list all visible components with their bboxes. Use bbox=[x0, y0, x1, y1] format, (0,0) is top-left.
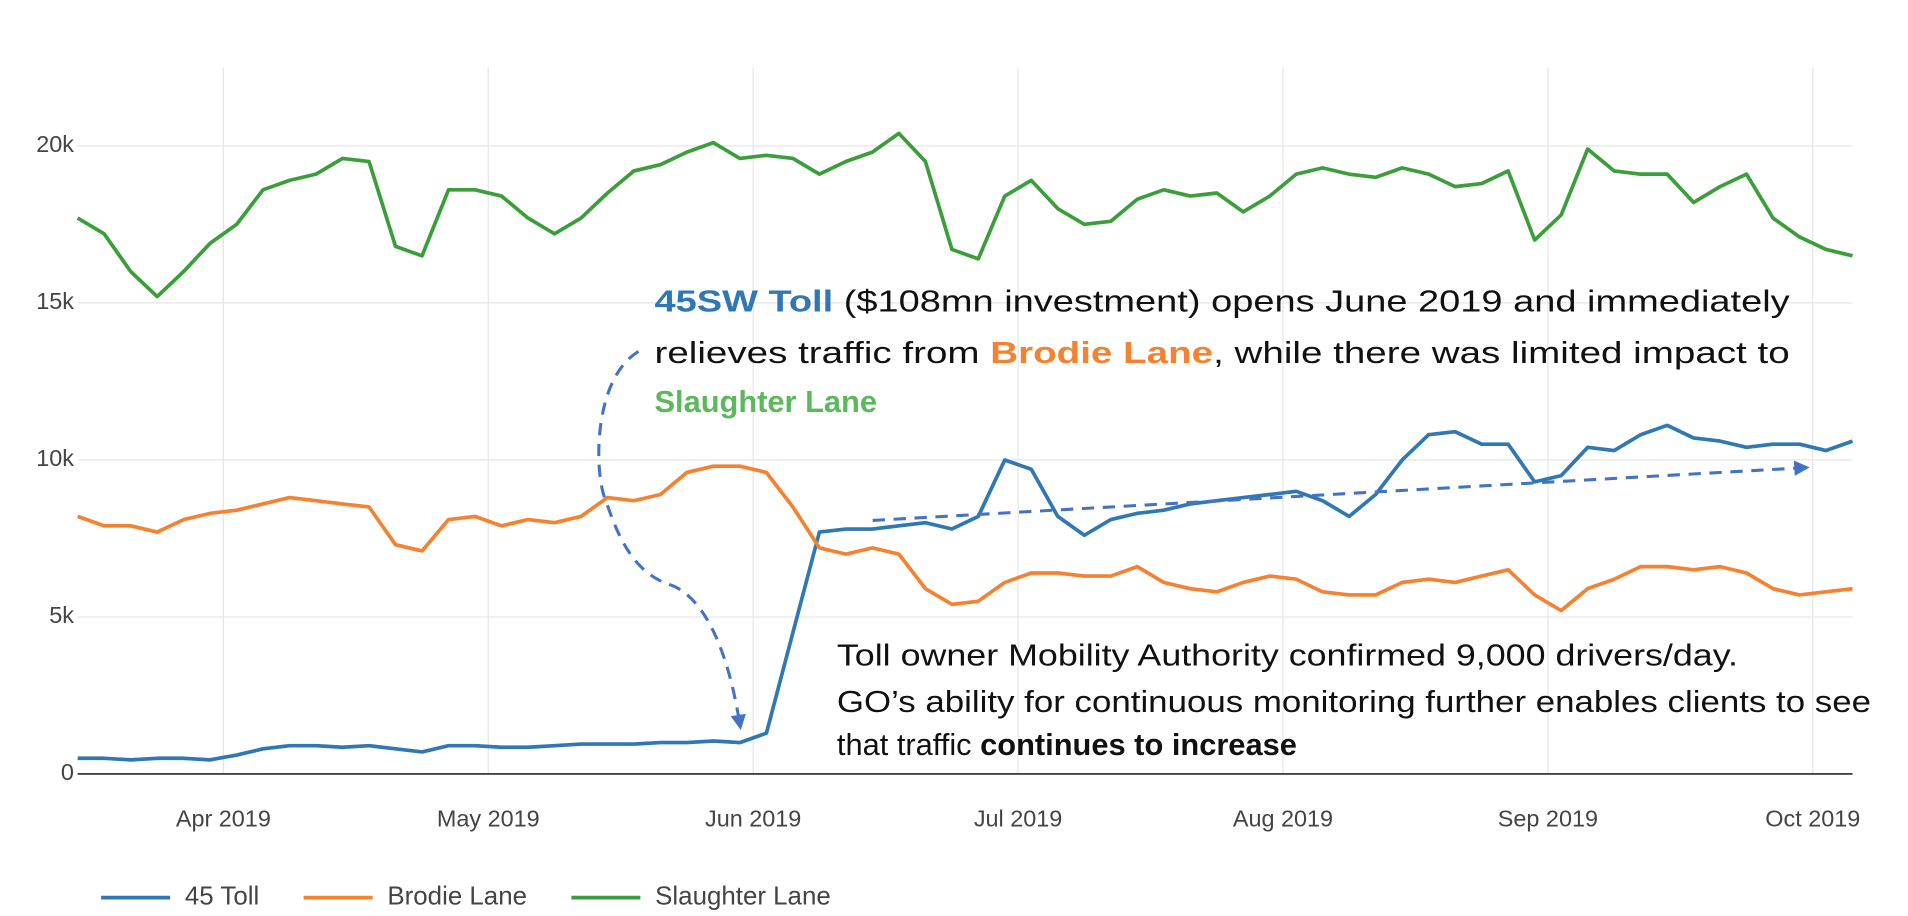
annotation-text: that traffic bbox=[837, 727, 980, 762]
annotation-arrow bbox=[597, 350, 746, 731]
series-line bbox=[77, 423, 1854, 762]
x-tick-label: May 2019 bbox=[437, 806, 540, 832]
annotation-line: relieves traffic from Brodie Lane, while… bbox=[654, 335, 1789, 370]
x-tick-label: Sep 2019 bbox=[1498, 806, 1598, 832]
y-tick-label: 0 bbox=[61, 759, 74, 785]
series-line bbox=[77, 464, 1853, 613]
x-tick-label: Oct 2019 bbox=[1765, 806, 1860, 832]
annotation-line: 45SW Toll ($108mn investment) opens June… bbox=[654, 284, 1790, 319]
y-tick-label: 10k bbox=[36, 445, 74, 471]
annotation-text: Brodie Lane bbox=[990, 335, 1213, 370]
lines bbox=[76, 131, 1854, 762]
annotations: 45SW Toll ($108mn investment) opens June… bbox=[654, 284, 1871, 762]
annotation-line: GO’s ability for continuous monitoring f… bbox=[837, 684, 1871, 719]
series-line bbox=[76, 131, 1853, 299]
legend-label: 45 Toll bbox=[185, 882, 259, 910]
annotation-line: Slaughter Lane bbox=[654, 384, 877, 419]
legend-label: Brodie Lane bbox=[387, 882, 527, 910]
annotation-line: Toll owner Mobility Authority confirmed … bbox=[837, 638, 1738, 673]
annotation-text: Slaughter Lane bbox=[654, 384, 877, 419]
y-tick-label: 15k bbox=[36, 288, 74, 314]
annotation-text: continues to increase bbox=[980, 727, 1297, 762]
y-tick-label: 20k bbox=[36, 131, 74, 157]
annotation-text: ($108mn investment) opens June 2019 and … bbox=[833, 284, 1790, 319]
legend-label: Slaughter Lane bbox=[655, 882, 831, 910]
x-tick-label: Aug 2019 bbox=[1233, 806, 1333, 832]
y-tick-label: 5k bbox=[49, 602, 74, 628]
x-tick-label: Jun 2019 bbox=[705, 806, 801, 832]
legend: 45 Toll Brodie Lane Slaughter Lane bbox=[101, 882, 831, 910]
annotation-text: Toll owner Mobility Authority confirmed … bbox=[837, 638, 1738, 673]
x-tick-label: Jul 2019 bbox=[974, 806, 1062, 832]
annotation-line: that traffic continues to increase bbox=[837, 727, 1297, 762]
x-tick-label: Apr 2019 bbox=[176, 806, 271, 832]
annotation-text: 45SW Toll bbox=[654, 284, 833, 319]
annotation-text: relieves traffic from bbox=[654, 335, 990, 370]
annotation-text: , while there was limited impact to bbox=[1213, 335, 1790, 370]
annotation-text: GO’s ability for continuous monitoring f… bbox=[837, 684, 1871, 719]
grid: Apr 2019 May 2019 Jun 2019 Jul 2019 Aug 2019… bbox=[36, 67, 1860, 832]
annotation-arrow bbox=[872, 460, 1810, 522]
